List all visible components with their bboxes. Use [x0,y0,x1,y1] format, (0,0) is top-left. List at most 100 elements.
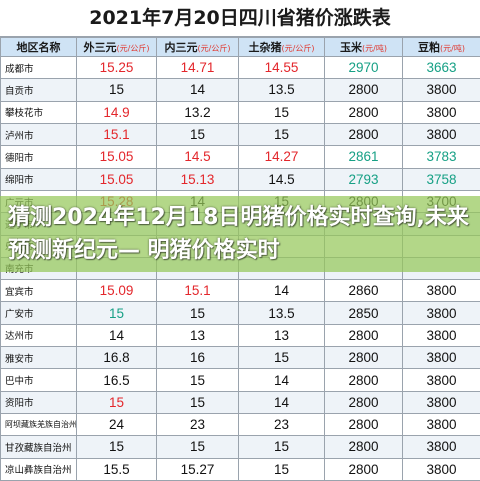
price-cell: 15.1 [77,123,157,145]
price-cell: 13.5 [239,302,325,324]
price-cell: 2793 [325,168,403,190]
price-cell: 14.9 [77,101,157,123]
price-cell: 3800 [403,79,480,101]
price-cell: 3800 [403,302,480,324]
price-cell: 3800 [403,436,480,458]
column-header: 豆粕(元/吨) [403,38,480,57]
price-cell: 15.13 [157,168,239,190]
price-cell: 3758 [403,168,480,190]
price-cell: 14 [239,391,325,413]
price-cell: 15 [157,391,239,413]
price-cell: 3800 [403,123,480,145]
region-cell: 资阳市 [1,391,77,413]
price-cell: 2800 [325,369,403,391]
price-cell: 15 [239,347,325,369]
column-header-label: 豆粕 [418,41,440,54]
region-cell: 自贡市 [1,79,77,101]
price-cell: 2800 [325,79,403,101]
region-cell: 广安市 [1,302,77,324]
price-cell: 2800 [325,391,403,413]
region-cell: 巴中市 [1,369,77,391]
price-cell: 14 [239,280,325,302]
price-cell: 2800 [325,414,403,436]
column-header-unit: (元/公斤) [117,44,150,53]
column-header-label: 土杂猪 [249,41,282,54]
price-cell: 15.1 [157,280,239,302]
price-cell: 16.5 [77,369,157,391]
price-cell: 16 [157,347,239,369]
column-header-unit: (元/吨) [362,44,387,53]
region-cell: 凉山彝族自治州 [1,458,77,480]
price-cell: 15.5 [77,458,157,480]
region-cell: 阿坝藏族羌族自治州 [1,414,77,436]
region-cell: 攀枝花市 [1,101,77,123]
price-cell: 2800 [325,436,403,458]
price-cell: 13 [157,324,239,346]
price-cell: 15 [77,391,157,413]
price-cell: 3800 [403,280,480,302]
price-cell: 13.5 [239,79,325,101]
price-cell: 16.8 [77,347,157,369]
price-cell: 15 [77,436,157,458]
region-cell: 德阳市 [1,146,77,168]
price-cell: 15 [157,302,239,324]
price-cell: 2860 [325,280,403,302]
column-header: 土杂猪(元/公斤) [239,38,325,57]
price-cell: 24 [77,414,157,436]
price-cell: 14.5 [157,146,239,168]
price-cell: 3800 [403,414,480,436]
price-cell: 15 [239,123,325,145]
column-header-label: 玉米 [340,41,362,54]
price-cell: 3783 [403,146,480,168]
price-cell: 14.55 [239,57,325,79]
column-header-unit: (元/公斤) [198,44,231,53]
region-cell: 达州市 [1,324,77,346]
price-cell: 2800 [325,324,403,346]
price-cell: 15 [77,79,157,101]
price-cell: 23 [239,414,325,436]
region-cell: 宜宾市 [1,280,77,302]
price-cell: 3800 [403,391,480,413]
price-cell: 2970 [325,57,403,79]
price-cell: 2800 [325,123,403,145]
price-cell: 2800 [325,347,403,369]
region-cell: 绵阳市 [1,168,77,190]
price-cell: 3800 [403,458,480,480]
price-cell: 3800 [403,347,480,369]
price-cell: 23 [157,414,239,436]
price-cell: 2800 [325,458,403,480]
overlay-banner: 猜测2024年12月18日明猪价格实时查询,未来预测新纪元— 明猪价格实时 [0,196,480,272]
price-cell: 14 [77,324,157,346]
column-header: 地区名称 [1,38,77,57]
price-cell: 15 [239,436,325,458]
region-cell: 雅安市 [1,347,77,369]
column-header-unit: (元/公斤) [282,44,315,53]
price-cell: 15.05 [77,168,157,190]
price-cell: 14.27 [239,146,325,168]
column-header: 内三元(元/公斤) [157,38,239,57]
column-header-label: 外三元 [84,41,117,54]
price-cell: 15 [239,458,325,480]
price-cell: 15 [77,302,157,324]
price-cell: 3800 [403,369,480,391]
price-cell: 3800 [403,101,480,123]
region-cell: 泸州市 [1,123,77,145]
region-cell: 成都市 [1,57,77,79]
column-header: 外三元(元/公斤) [77,38,157,57]
price-cell: 14 [157,79,239,101]
price-cell: 15.05 [77,146,157,168]
